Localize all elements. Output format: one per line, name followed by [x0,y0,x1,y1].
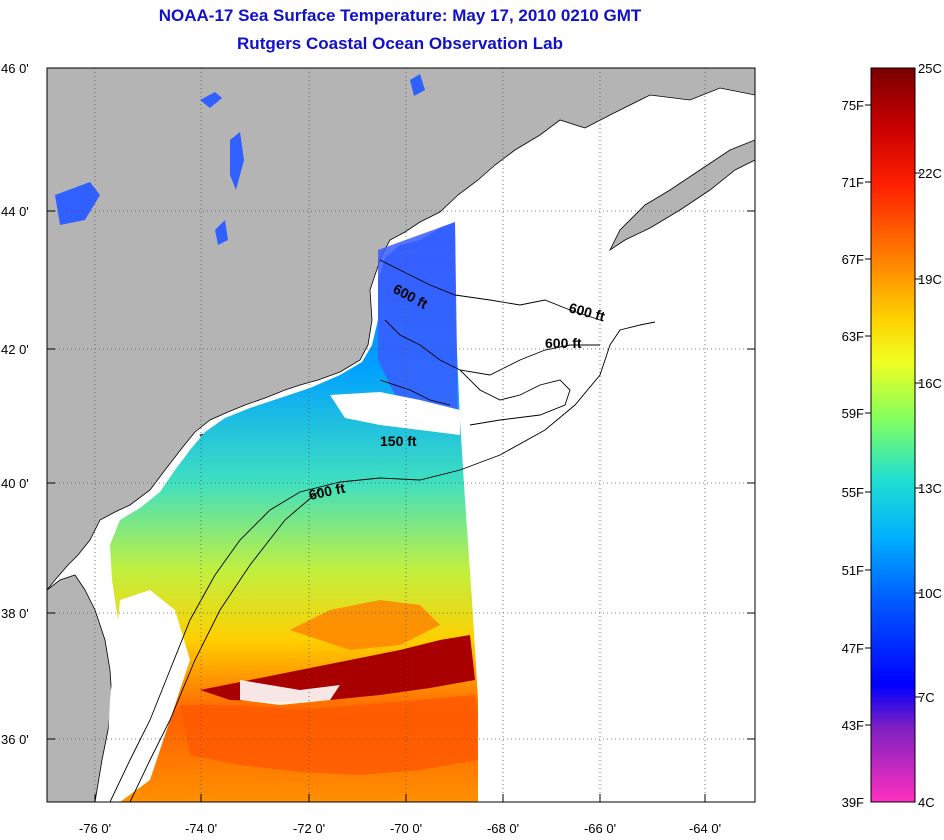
colorbar-c-label: 7C [918,690,935,705]
colorbar-f-label: 67F [842,252,864,267]
land-nova-scotia [608,139,755,252]
contour-label: 600 ft [307,480,346,503]
colorbar-f-label: 55F [842,485,864,500]
lon-tick-label: -76 0' [79,821,111,836]
colorbar-c-label: 13C [918,481,942,496]
map-subtitle: Rutgers Coastal Ocean Observation Lab [237,34,563,53]
cloud-patch-2 [105,590,190,802]
lat-tick-label: 36 0' [1,732,29,747]
cloud-patch-3 [240,680,340,705]
colorbar-f-label: 59F [842,406,864,421]
colorbar [870,67,916,803]
gulf-stream-orange [180,695,478,775]
cloud-patch-1 [330,392,460,435]
map-frame [46,67,756,803]
colorbar-c-label: 4C [918,795,935,810]
land-delmarva [47,574,113,802]
lat-tick-label: 40 0' [1,476,29,491]
cold-coastal-water [378,222,458,420]
lon-tick-label: -72 0' [293,821,325,836]
colorbar-f-label: 47F [842,641,864,656]
colorbar-f-label: 39F [842,795,864,810]
colorbar-f-label: 63F [842,329,864,344]
warm-core-eddy [290,600,440,650]
map-title: NOAA-17 Sea Surface Temperature: May 17,… [158,6,642,25]
lat-tick-label: 46 0' [1,61,29,76]
lon-tick-label: -66 0' [584,821,616,836]
colorbar-f-label: 71F [842,175,864,190]
lon-tick-label: -70 0' [390,821,422,836]
bathymetry-contours [109,259,656,802]
contour-label: 150 ft [380,433,417,449]
colorbar-c-label: 19C [918,272,942,287]
lon-tick-label: -64 0' [689,821,721,836]
colorbar-f-label: 75F [842,98,864,113]
colorbar-c-label: 10C [918,586,942,601]
contour-label: 600 ft [545,335,582,351]
colorbar-f-label: 43F [842,718,864,733]
colorbar-c-label: 16C [918,376,942,391]
lat-tick-label: 42 0' [1,342,29,357]
land-mainland [47,68,755,591]
axis-ticks [47,210,755,802]
lon-tick-label: -74 0' [185,821,217,836]
lat-tick-label: 44 0' [1,204,29,219]
inland-lakes [55,74,425,245]
colorbar-ticks [865,104,921,726]
colorbar-c-label: 22C [918,166,942,181]
lat-tick-label: 38 0' [1,606,29,621]
colorbar-c-label: 25C [918,61,942,76]
lon-tick-label: -68 0' [487,821,519,836]
colorbar-f-label: 51F [842,563,864,578]
